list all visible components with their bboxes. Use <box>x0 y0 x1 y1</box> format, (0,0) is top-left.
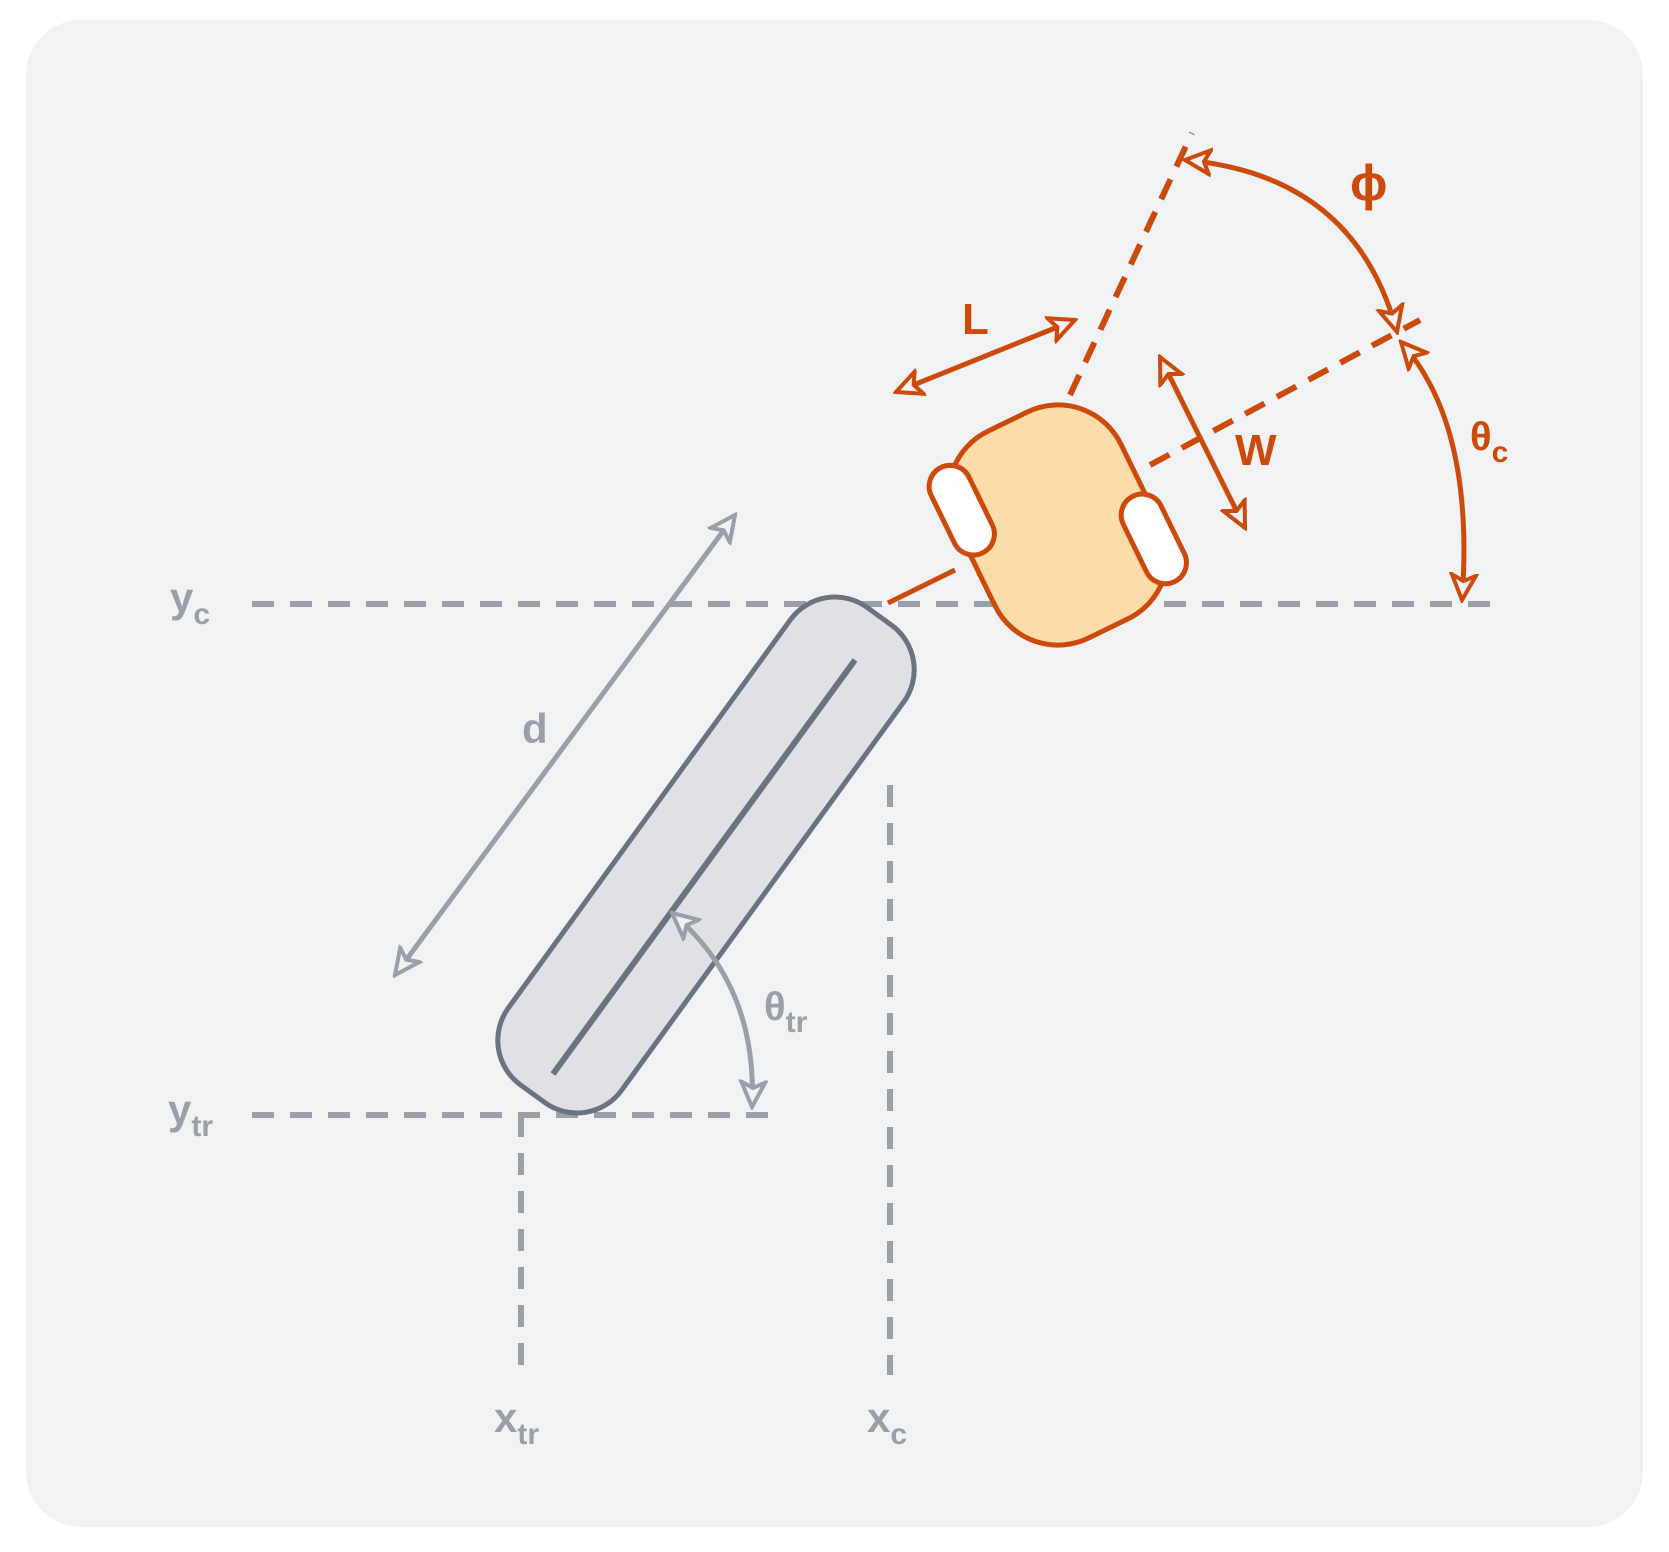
label-d: d <box>522 705 548 752</box>
cab <box>926 402 1189 648</box>
label-xc: xc <box>867 1394 907 1451</box>
cab-wheel-top <box>926 462 997 558</box>
label-W: W <box>1235 426 1277 475</box>
theta-tr-arc <box>672 913 752 1107</box>
theta-c-arc <box>1401 342 1464 600</box>
cab-body <box>945 402 1171 648</box>
label-ytr: ytr <box>168 1086 213 1143</box>
cab-heading-line <box>1067 131 1195 397</box>
W-dimension-arrow <box>1157 357 1248 528</box>
label-theta-c: θc <box>1470 415 1508 469</box>
trailer-centerline <box>550 658 858 1076</box>
label-phi: ϕ <box>1350 155 1387 211</box>
phi-arc <box>1185 160 1397 332</box>
label-L: L <box>962 295 989 344</box>
hitch-link <box>886 567 957 606</box>
label-yc: yc <box>170 574 210 631</box>
label-theta-tr: θtr <box>764 985 808 1039</box>
L-dimension-arrow <box>896 320 1075 392</box>
label-xtr: xtr <box>494 1394 539 1451</box>
d-dimension-arrow <box>395 515 735 975</box>
